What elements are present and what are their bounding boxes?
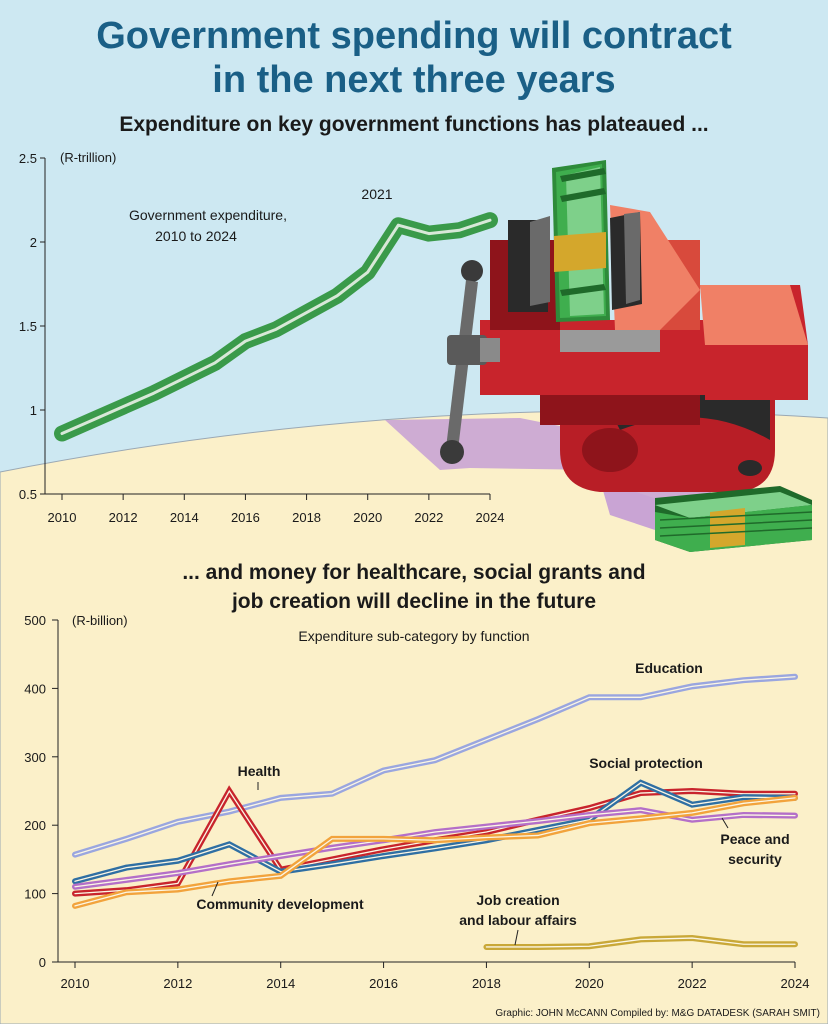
bottom-chart-x-tick-label: 2016 bbox=[369, 976, 398, 991]
bottom-subtitle-line1: ... and money for healthcare, social gra… bbox=[182, 561, 645, 584]
bottom-chart-x-tick-label: 2012 bbox=[163, 976, 192, 991]
top-chart-y-tick-label: 2 bbox=[30, 235, 37, 250]
bottom-chart-y-tick-label: 500 bbox=[24, 613, 46, 628]
top-subtitle: Expenditure on key government functions … bbox=[119, 113, 708, 136]
top-chart-year-annotation: 2021 bbox=[361, 186, 392, 202]
bottom-chart-x-tick-label: 2024 bbox=[781, 976, 810, 991]
top-chart-y-tick-label: 0.5 bbox=[19, 487, 37, 502]
main-title-line1: Government spending will contract bbox=[96, 15, 732, 57]
peace-and-security-label: security bbox=[728, 851, 782, 867]
top-chart-x-tick-label: 2020 bbox=[353, 510, 382, 525]
series-label-leader bbox=[211, 881, 219, 897]
job-creation-and-labour-affairs-label: Job creation bbox=[476, 892, 559, 908]
social-protection-line-highlight bbox=[74, 782, 796, 882]
peace-and-security-label: Peace and bbox=[720, 831, 789, 847]
top-chart-x-tick-label: 2016 bbox=[231, 510, 260, 525]
top-chart-lines bbox=[54, 212, 498, 442]
bottom-chart-lines bbox=[72, 673, 798, 950]
bottom-chart-unit-label: (R-billion) bbox=[72, 613, 128, 628]
top-chart-y-tick-label: 1 bbox=[30, 403, 37, 418]
bottom-chart-y-tick-label: 400 bbox=[24, 681, 46, 696]
bottom-chart-y-tick-label: 0 bbox=[39, 955, 46, 970]
top-chart-x-tick-label: 2024 bbox=[476, 510, 505, 525]
subcategory-expenditure-chart: (R-billion) Expenditure sub-category by … bbox=[24, 613, 809, 991]
top-chart-annotation-line2: 2010 to 2024 bbox=[155, 228, 237, 244]
bottom-chart-x-tick-label: 2010 bbox=[61, 976, 90, 991]
bottom-chart-x-tick-label: 2018 bbox=[472, 976, 501, 991]
top-chart-x-tick-label: 2022 bbox=[414, 510, 443, 525]
education-line-highlight bbox=[74, 676, 796, 856]
series-label-leader bbox=[514, 929, 519, 946]
social-protection-label: Social protection bbox=[589, 755, 703, 771]
government-expenditure-line-highlight bbox=[60, 218, 492, 436]
job-creation-and-labour-affairs-line-highlight bbox=[485, 937, 796, 948]
bottom-chart-x-tick-label: 2022 bbox=[678, 976, 707, 991]
bottom-chart-axes: 0 100 200 300 400 500 2010 2012 2014 2016 2018 2020… bbox=[24, 613, 809, 991]
bottom-chart-y-tick-label: 200 bbox=[24, 818, 46, 833]
top-chart-x-tick-label: 2014 bbox=[170, 510, 199, 525]
community-development-line-highlight bbox=[74, 797, 796, 907]
job-creation-and-labour-affairs-label: and labour affairs bbox=[459, 912, 577, 928]
top-chart-axes: 0.5 1 1.5 2 2.5 2010 2012 2014 2016 2018 2020 2022 2… bbox=[19, 151, 505, 525]
bottom-chart-series-labels: Education Health Social protection Peace an… bbox=[196, 660, 790, 946]
top-chart-x-tick-label: 2010 bbox=[48, 510, 77, 525]
top-chart-x-tick-label: 2012 bbox=[109, 510, 138, 525]
bottom-chart-x-tick-label: 2014 bbox=[266, 976, 295, 991]
health-label: Health bbox=[238, 763, 281, 779]
top-chart-unit-label: (R-trillion) bbox=[60, 150, 116, 165]
top-chart-x-tick-label: 2018 bbox=[292, 510, 321, 525]
credit-line: Graphic: JOHN McCANN Compiled by: M&G DA… bbox=[495, 1008, 820, 1019]
education-label: Education bbox=[635, 660, 703, 676]
bench-vise-squeezing-money-icon bbox=[385, 160, 813, 552]
community-development-label: Community development bbox=[196, 896, 364, 912]
government-expenditure-chart: (R-trillion) Government expenditure, 201… bbox=[19, 150, 505, 525]
top-chart-y-tick-label: 2.5 bbox=[19, 151, 37, 166]
bottom-chart-y-tick-label: 100 bbox=[24, 887, 46, 902]
bottom-subtitle-line2: job creation will decline in the future bbox=[231, 590, 596, 613]
bottom-chart-y-tick-label: 300 bbox=[24, 750, 46, 765]
bottom-chart-title: Expenditure sub-category by function bbox=[298, 628, 529, 644]
main-title-line2: in the next three years bbox=[212, 59, 615, 101]
bottom-chart-x-tick-label: 2020 bbox=[575, 976, 604, 991]
top-chart-y-tick-label: 1.5 bbox=[19, 319, 37, 334]
series-label-leader bbox=[721, 817, 729, 829]
top-chart-annotation-line1: Government expenditure, bbox=[129, 207, 287, 223]
